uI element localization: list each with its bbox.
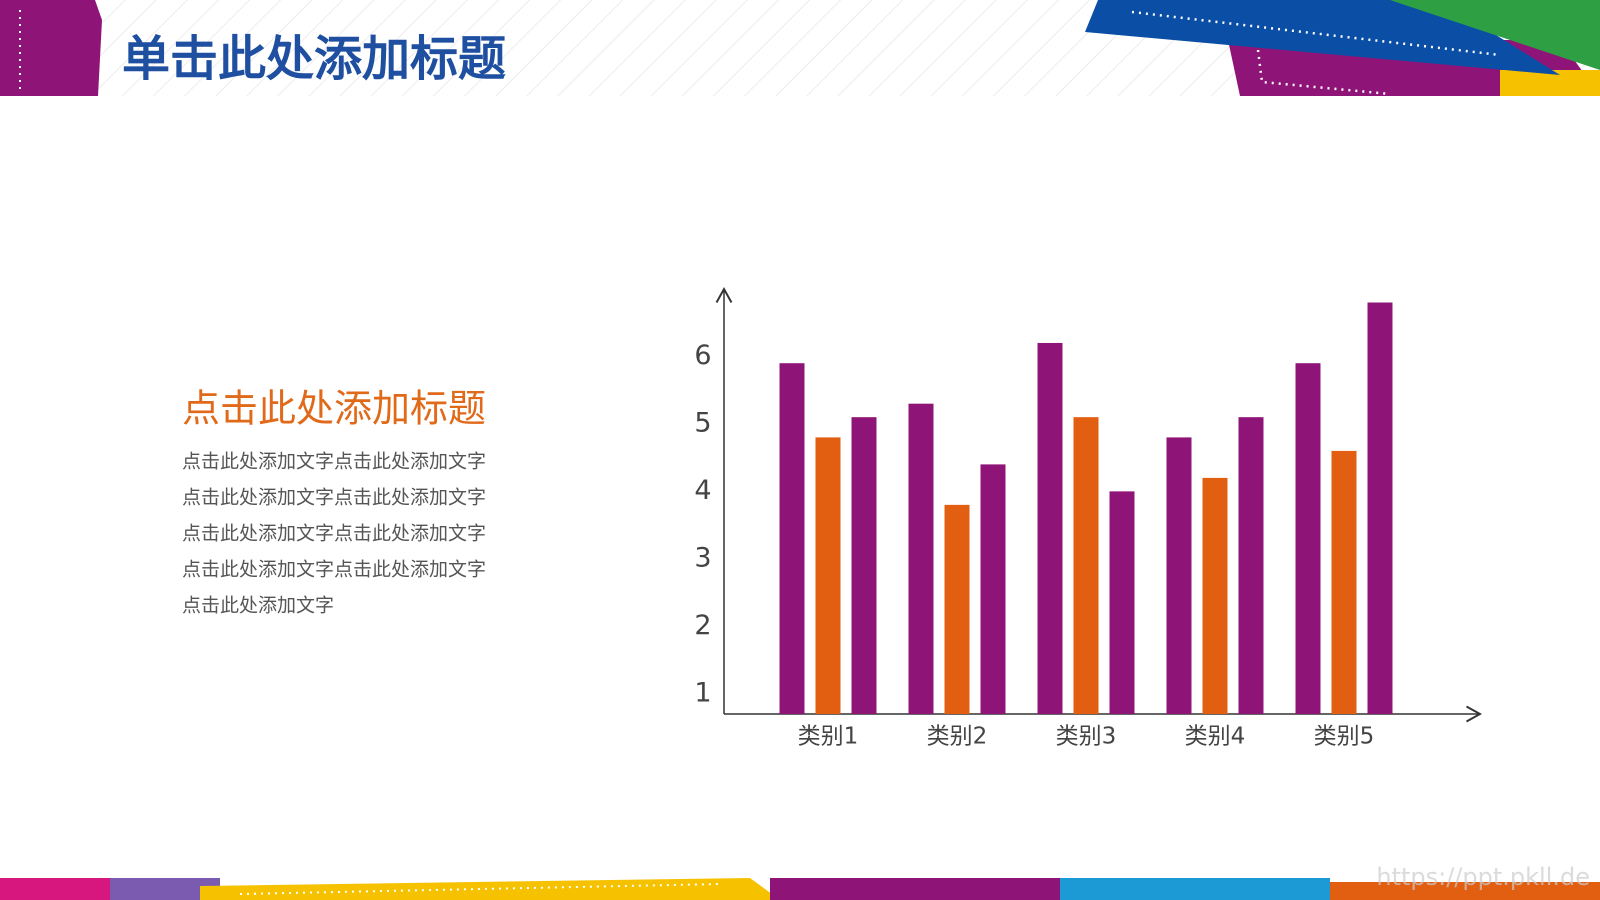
header-deco (0, 0, 102, 96)
bar (1202, 477, 1228, 714)
y-tick-label: 5 (694, 407, 711, 438)
x-tick-label: 类别1 (798, 724, 859, 750)
bar (908, 403, 934, 714)
header-deco (1500, 70, 1600, 96)
slide-title: 单击此处添加标题 (122, 31, 506, 87)
header-deco (1131, 10, 1501, 57)
bar (1037, 342, 1063, 714)
subtitle: 点击此处添加标题 (182, 387, 486, 431)
bar (1238, 417, 1264, 714)
footer-deco (200, 878, 780, 900)
y-tick-label: 1 (694, 677, 711, 708)
body-line: 点击此处添加文字点击此处添加文字 (182, 451, 486, 473)
body-line: 点击此处添加文字点击此处添加文字 (182, 487, 486, 509)
x-tick-label: 类别5 (1314, 724, 1375, 750)
bar (980, 464, 1006, 714)
y-tick-label: 6 (694, 340, 711, 371)
bar (815, 437, 841, 714)
x-tick-label: 类别4 (1185, 724, 1246, 750)
bar (1109, 491, 1135, 714)
body-line: 点击此处添加文字点击此处添加文字 (182, 523, 486, 545)
bar (944, 504, 970, 714)
bar (779, 363, 805, 714)
bar (1331, 450, 1357, 714)
bar (1367, 302, 1393, 714)
body-text: 点击此处添加文字点击此处添加文字点击此处添加文字点击此处添加文字点击此处添加文字… (182, 451, 486, 617)
bar (1073, 417, 1099, 714)
footer-deco (239, 883, 721, 895)
plot: 1 2 3 4 5 6 类别1 类别2 类别3 类别4 类别5 (694, 302, 1393, 750)
footer-deco (770, 878, 1060, 900)
y-tick-label: 4 (694, 475, 711, 506)
bar (1166, 437, 1192, 714)
y-tick-label: 3 (694, 542, 711, 573)
x-tick-label: 类别2 (927, 724, 988, 750)
x-tick-label: 类别3 (1056, 724, 1117, 750)
footer-deco (1330, 882, 1600, 900)
bar (1295, 363, 1321, 714)
bar (851, 417, 877, 714)
footer-deco (0, 878, 120, 900)
watermark: https://ppt.pkll.de (1376, 863, 1590, 891)
header-deco (1390, 0, 1600, 70)
header-deco (1085, 0, 1560, 75)
footer-deco (1060, 878, 1330, 900)
body-line: 点击此处添加文字点击此处添加文字 (182, 559, 486, 581)
body-line: 点击此处添加文字 (182, 595, 334, 617)
footer-deco (110, 878, 220, 900)
y-tick-label: 2 (694, 610, 711, 641)
